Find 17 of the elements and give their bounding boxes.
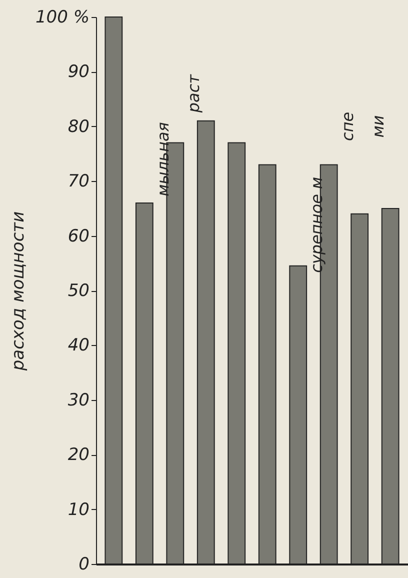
y-tick-label: 50	[68, 281, 90, 301]
y-tick-label: 80	[68, 116, 90, 137]
annotation: ми	[368, 115, 388, 138]
annotation: сурепное м	[307, 176, 326, 273]
annotation: мыльная	[153, 122, 172, 196]
y-tick-label: 40	[68, 336, 90, 356]
y-tick-label: 90	[68, 62, 90, 82]
annotation: спе	[338, 112, 357, 141]
y-tick-label: 0	[78, 554, 90, 574]
y-tick-label: 100 %	[35, 8, 90, 28]
y-tick-label: 10	[68, 500, 90, 520]
y-tick-label: 70	[68, 172, 90, 192]
y-axis-title: расход мощности	[8, 211, 28, 372]
y-tick-label: 20	[68, 445, 90, 466]
y-tick-label: 60	[68, 226, 90, 246]
annotation: раст	[184, 74, 204, 114]
y-tick-label: 30	[68, 390, 90, 410]
